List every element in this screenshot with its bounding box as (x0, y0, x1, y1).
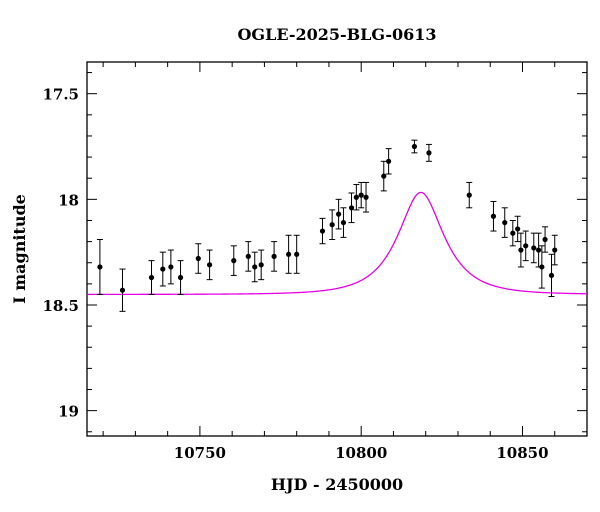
data-marker (466, 192, 472, 198)
data-point (335, 198, 342, 230)
data-marker (548, 272, 555, 279)
x-tick-label: 10850 (496, 444, 548, 462)
data-marker (340, 219, 347, 226)
data-point (411, 139, 418, 154)
data-marker (348, 205, 355, 211)
data-point (380, 160, 387, 192)
data-point (509, 219, 516, 247)
data-marker (148, 274, 155, 281)
data-point (466, 181, 473, 209)
data-point (522, 230, 529, 262)
data-point (542, 226, 549, 253)
data-marker (411, 143, 418, 150)
data-point (293, 234, 300, 274)
data-marker (195, 255, 201, 262)
y-tick-label: 19 (58, 403, 79, 421)
axis-tick-labels: 10750 10800 10850 17.5 18 18.5 19 (42, 86, 548, 462)
x-tick-label: 10800 (335, 444, 387, 462)
data-marker (381, 173, 387, 179)
data-point (167, 249, 174, 285)
data-point (148, 260, 155, 295)
data-marker (258, 262, 264, 268)
data-marker (119, 287, 126, 293)
y-tick-label: 18.5 (42, 297, 79, 315)
data-point (230, 245, 237, 276)
data-point (514, 215, 521, 243)
y-tick-label: 18 (58, 191, 79, 209)
data-point (251, 251, 258, 283)
data-marker (518, 247, 524, 253)
data-point (271, 241, 278, 272)
data-point (385, 148, 392, 175)
data-point (206, 249, 213, 281)
data-marker (319, 228, 326, 234)
data-marker (336, 211, 342, 217)
data-point (535, 232, 542, 268)
data-point (363, 181, 370, 213)
axis-ticks (87, 62, 588, 436)
data-point (319, 217, 326, 245)
y-axis-label: I magnitude (10, 194, 29, 304)
data-point (177, 260, 184, 295)
data-marker (363, 194, 369, 200)
data-marker (329, 222, 335, 228)
data-point (258, 249, 265, 281)
data-point (530, 232, 537, 264)
data-marker (536, 247, 542, 253)
data-marker (523, 243, 529, 249)
data-point (195, 243, 202, 274)
data-point (119, 268, 126, 312)
chart-title: OGLE-2025-BLG-0613 (237, 25, 436, 44)
data-marker (358, 192, 364, 198)
data-marker (552, 247, 558, 253)
data-marker (515, 226, 521, 232)
data-marker (231, 258, 237, 264)
data-point (490, 200, 497, 232)
data-point (517, 232, 524, 268)
data-marker (206, 262, 213, 268)
data-marker (168, 264, 174, 270)
y-tick-label: 17.5 (42, 86, 79, 104)
data-points (96, 139, 558, 312)
data-point (501, 207, 508, 238)
x-axis-label: HJD - 2450000 (271, 475, 403, 494)
data-point (425, 143, 432, 162)
data-marker (245, 253, 251, 259)
data-marker (542, 236, 548, 243)
data-point (96, 238, 103, 295)
data-marker (426, 150, 432, 156)
data-marker (386, 158, 392, 164)
data-marker (531, 245, 537, 251)
data-point (358, 181, 365, 209)
data-marker (490, 213, 497, 219)
data-point (551, 234, 558, 266)
data-marker (502, 219, 508, 226)
data-marker (271, 253, 277, 259)
data-point (285, 234, 292, 274)
data-marker (294, 251, 300, 257)
data-point (348, 192, 355, 224)
data-point (159, 251, 166, 287)
data-marker (177, 274, 184, 281)
data-marker (252, 264, 258, 270)
plot-frame (86, 61, 588, 437)
data-point (538, 245, 545, 289)
data-marker (539, 264, 545, 270)
data-marker (160, 266, 166, 272)
model-curve (87, 191, 587, 296)
data-point (245, 241, 252, 272)
data-point (329, 209, 336, 240)
data-marker (353, 194, 359, 200)
data-point (353, 184, 360, 211)
data-marker (286, 251, 292, 257)
x-tick-label: 10750 (174, 444, 226, 462)
data-point (340, 207, 347, 238)
data-marker (510, 230, 516, 236)
data-marker (97, 264, 103, 270)
data-point (548, 253, 555, 298)
